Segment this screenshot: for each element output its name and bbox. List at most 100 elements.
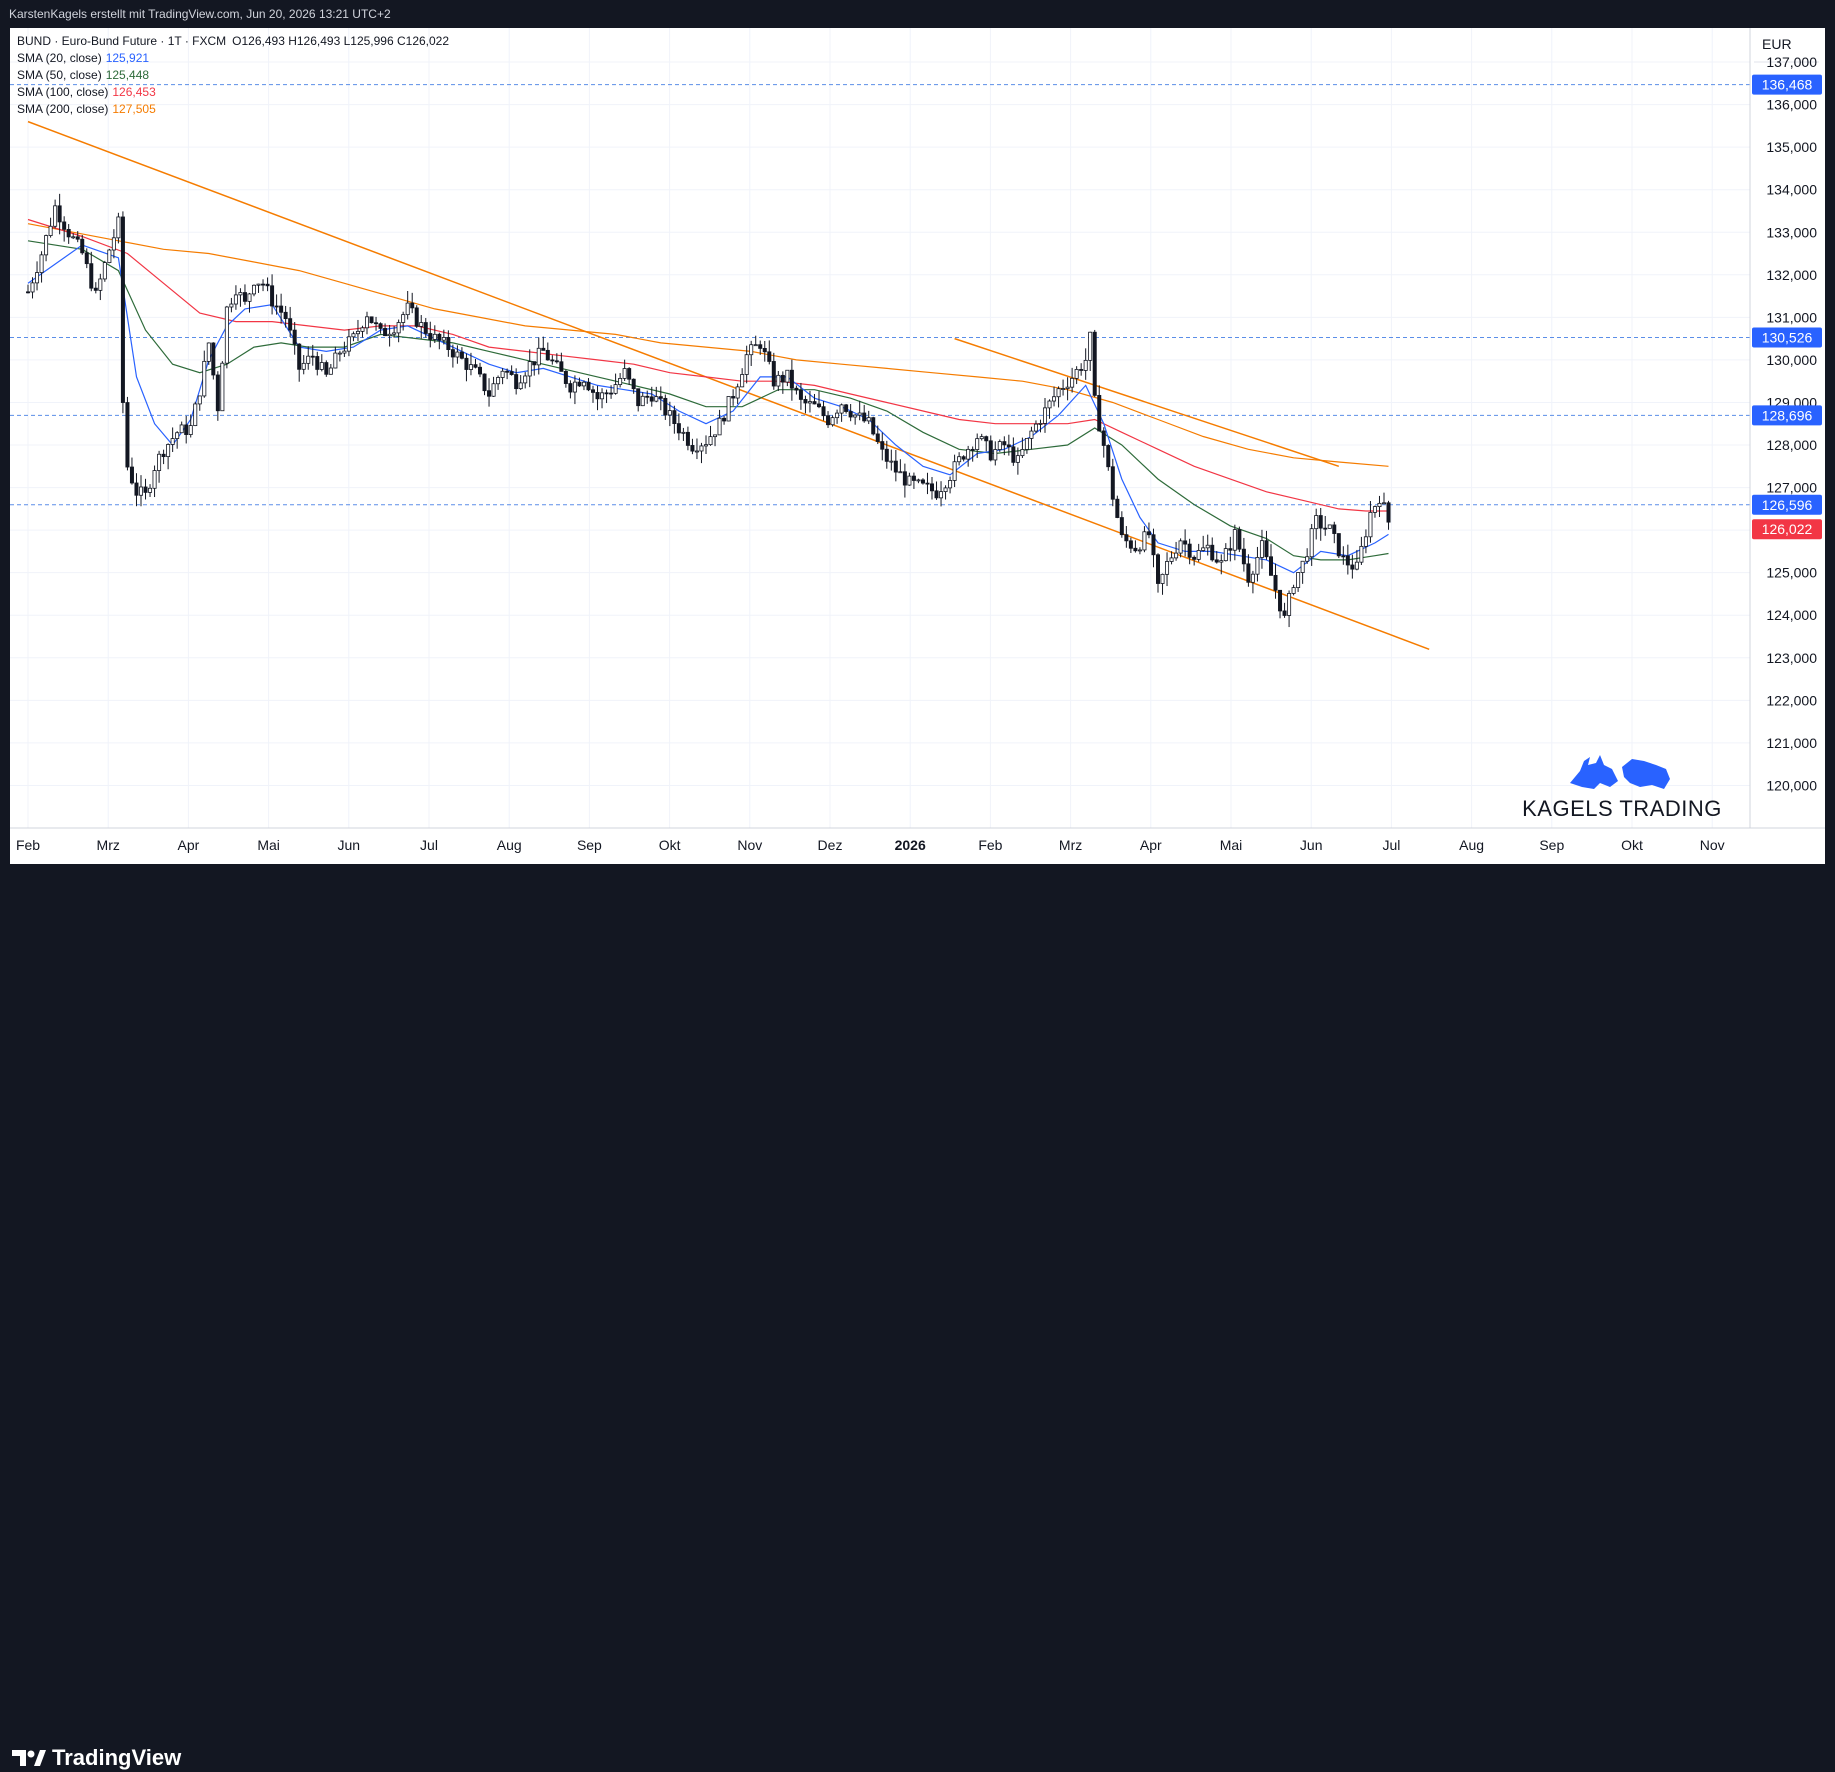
- price-axis[interactable]: EUR 137,000 136,000 135,000 134,000 133,000 13…: [10, 28, 1825, 864]
- chart-panel[interactable]: KAGELS TRADING Feb Mrz Apr Mai Jun Jul Aug Sep O…: [10, 28, 1825, 864]
- candle-body: [563, 370, 568, 384]
- candle-body: [143, 486, 148, 493]
- candle-body: [581, 381, 586, 387]
- candle-body: [780, 374, 785, 383]
- candle-body: [627, 368, 632, 380]
- candle-body: [306, 355, 311, 364]
- candle-body: [346, 336, 351, 352]
- sma50-row[interactable]: SMA (50, close) 125,448: [17, 67, 449, 84]
- candle-body: [1368, 511, 1373, 538]
- candle-body: [568, 383, 573, 393]
- price-tick-label: 125,000: [1766, 565, 1817, 581]
- candle-body: [500, 370, 505, 378]
- candle-body: [35, 272, 40, 284]
- candle-body: [812, 401, 817, 405]
- candle-body: [993, 449, 998, 461]
- candle-body: [297, 343, 302, 370]
- time-tick-label: Mrz: [1059, 837, 1082, 853]
- candle-body: [948, 480, 953, 489]
- candle-body: [30, 282, 35, 293]
- footer-bar: TradingView: [0, 864, 1835, 1770]
- sma20-row[interactable]: SMA (20, close) 125,921: [17, 50, 449, 67]
- sma100-row[interactable]: SMA (100, close) 126,453: [17, 84, 449, 101]
- chart-legend: BUND · Euro-Bund Future · 1T · FXCM O126,…: [17, 33, 449, 118]
- candle-body: [1223, 548, 1228, 562]
- time-tick-label: Mrz: [97, 837, 120, 853]
- sma50-line: [27, 240, 1389, 561]
- candle-body: [975, 438, 980, 450]
- candle-body: [166, 444, 171, 458]
- candle-body: [392, 332, 397, 335]
- sma200-value: 127,505: [112, 102, 156, 116]
- candle-body: [138, 486, 143, 496]
- candle-body: [762, 348, 767, 353]
- candle-body: [939, 491, 944, 499]
- candle-body: [920, 479, 925, 484]
- candle-body: [75, 236, 80, 240]
- candle-body: [473, 364, 478, 368]
- candle-body: [572, 381, 577, 393]
- candle-body: [301, 362, 306, 370]
- candle-body: [636, 388, 641, 407]
- candle-body: [161, 453, 166, 458]
- tradingview-logo-text: TradingView: [52, 1745, 182, 1770]
- candle-body: [559, 361, 564, 372]
- candle-body: [1192, 556, 1197, 560]
- candle-body: [1178, 540, 1183, 554]
- price-tick-label: 130,000: [1766, 352, 1817, 368]
- price-tick-label: 137,000: [1766, 54, 1817, 70]
- price-tick-label: 121,000: [1766, 735, 1817, 751]
- candle-body: [206, 342, 211, 362]
- time-tick-label: Jul: [420, 837, 438, 853]
- candle-body: [1137, 549, 1142, 552]
- candle-body: [853, 414, 858, 418]
- candle-body: [545, 349, 550, 361]
- sma200-row[interactable]: SMA (200, close) 127,505: [17, 101, 449, 118]
- level-tag: [1752, 494, 1822, 515]
- candle-body: [383, 328, 388, 337]
- candle-body: [713, 434, 718, 438]
- candle-body: [997, 441, 1002, 450]
- moving-averages: [27, 218, 1389, 574]
- candle-body: [1382, 502, 1387, 505]
- candle-body: [1314, 515, 1319, 530]
- candle-body: [93, 287, 98, 291]
- price-tick-label: 124,000: [1766, 607, 1817, 623]
- candle-body: [726, 396, 731, 422]
- price-tick-label: 127,000: [1766, 480, 1817, 496]
- time-tick-label: Apr: [1140, 837, 1162, 853]
- price-tick-label: 123,000: [1766, 650, 1817, 666]
- price-tick-label: 135,000: [1766, 139, 1817, 155]
- time-tick-label: Mai: [1220, 837, 1243, 853]
- candle-body: [1092, 331, 1097, 396]
- candle-body: [1241, 548, 1246, 565]
- candle-body: [722, 417, 727, 422]
- candle-body: [798, 389, 803, 400]
- level-tag: [1752, 405, 1822, 426]
- sma100-line: [27, 218, 1389, 512]
- candle-body: [1269, 556, 1274, 576]
- candle-body: [1196, 550, 1201, 560]
- candle-body: [1146, 531, 1151, 536]
- candle-body: [550, 359, 555, 362]
- candle-body: [337, 352, 342, 355]
- candle-body: [62, 221, 67, 230]
- candle-body: [80, 238, 85, 254]
- candle-body: [744, 354, 749, 375]
- candle-body: [893, 460, 898, 473]
- candle-body: [640, 395, 645, 407]
- sma200-line: [27, 223, 1389, 467]
- candle-body: [505, 370, 510, 373]
- price-tick-label: 120,000: [1766, 777, 1817, 793]
- candle-body: [767, 351, 772, 362]
- candle-body: [464, 357, 469, 370]
- price-tick-label: 134,000: [1766, 182, 1817, 198]
- candle-body: [984, 436, 989, 442]
- symbol-name: BUND · Euro-Bund Future · 1T · FXCM: [17, 34, 227, 48]
- time-axis[interactable]: Feb Mrz Apr Mai Jun Jul Aug Sep Okt Nov Dez 2026 Feb…: [16, 837, 1725, 853]
- tradingview-logo[interactable]: TradingView: [12, 1744, 181, 1772]
- time-tick-label: Sep: [577, 837, 602, 853]
- candle-body: [753, 344, 758, 347]
- level-tag: [1752, 327, 1822, 348]
- price-chart[interactable]: KAGELS TRADING Feb Mrz Apr Mai Jun Jul Aug Sep O…: [10, 28, 1825, 864]
